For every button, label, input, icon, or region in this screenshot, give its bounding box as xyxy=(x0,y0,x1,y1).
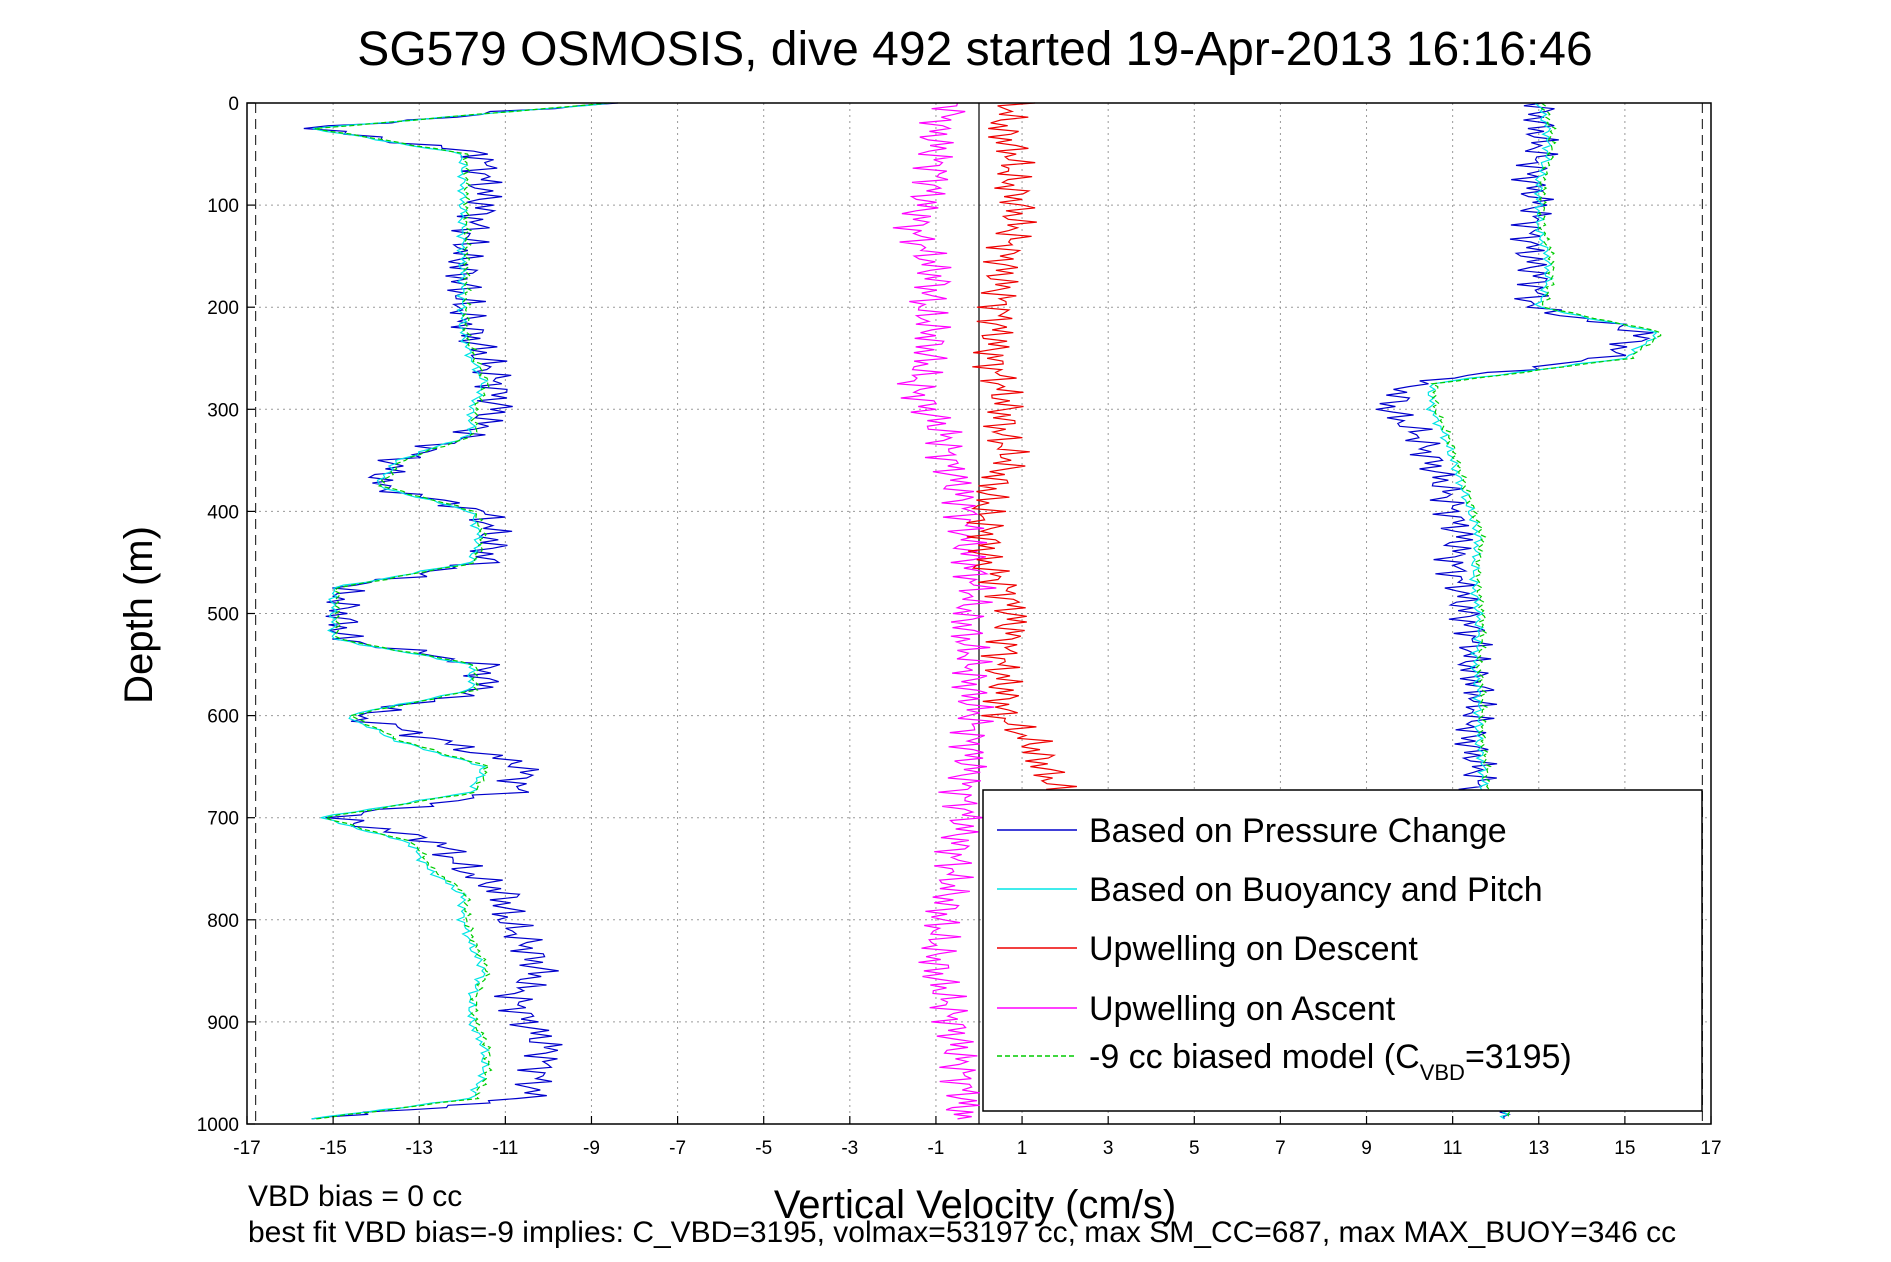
x-tick-label: 11 xyxy=(1443,1138,1463,1159)
legend-label: Based on Pressure Change xyxy=(1089,812,1507,850)
x-tick-label: -5 xyxy=(755,1138,772,1159)
y-tick-label: 600 xyxy=(207,707,239,728)
legend-label: Based on Buoyancy and Pitch xyxy=(1089,871,1543,909)
y-tick-label: 400 xyxy=(207,502,239,523)
x-tick-label: 5 xyxy=(1189,1138,1200,1159)
series-line-biased-descent xyxy=(314,102,610,1120)
x-tick-label: -13 xyxy=(406,1138,433,1159)
legend: Based on Pressure Change Based on Buoyanc… xyxy=(982,789,1703,1112)
chart-title: SG579 OSMOSIS, dive 492 started 19-Apr-2… xyxy=(357,23,1592,76)
y-axis-ticks: 0 100 200 300 400 500 600 700 800 900 1000 xyxy=(197,94,255,1136)
series-line-upwell-descent xyxy=(966,102,1077,793)
x-tick-label: -1 xyxy=(927,1138,944,1159)
series-line-pressure-descent xyxy=(303,102,619,1120)
y-tick-label: 500 xyxy=(207,605,239,626)
y-axis-label: Depth (m) xyxy=(117,526,161,704)
legend-box xyxy=(982,789,1703,1112)
x-tick-label: -3 xyxy=(841,1138,858,1159)
x-tick-label: 1 xyxy=(1017,1138,1028,1159)
x-axis-label: Vertical Velocity (cm/s) xyxy=(774,1183,1176,1227)
y-tick-label: 1000 xyxy=(197,1115,239,1136)
x-tick-label: 13 xyxy=(1528,1138,1549,1159)
x-tick-label: -15 xyxy=(319,1138,346,1159)
y-tick-label: 0 xyxy=(228,94,239,115)
x-tick-label: 3 xyxy=(1103,1138,1114,1159)
y-tick-label: 700 xyxy=(207,809,239,830)
x-tick-label: -9 xyxy=(583,1138,600,1159)
x-tick-label: -11 xyxy=(492,1138,518,1159)
legend-label: Upwelling on Ascent xyxy=(1089,990,1396,1028)
footer-vbd-bias: VBD bias = 0 cc xyxy=(248,1180,462,1213)
x-axis-ticks: -17 -15 -13 -11 -9 -7 -5 -3 -1 1 3 5 7 9 11 13 15 17 xyxy=(233,1116,1722,1159)
legend-label-prefix: -9 cc biased model (C xyxy=(1089,1038,1420,1076)
x-tick-label: 15 xyxy=(1614,1138,1635,1159)
x-tick-label: -17 xyxy=(233,1138,260,1159)
series-line-biased-ascent xyxy=(1430,102,1662,1119)
x-tick-label: 7 xyxy=(1275,1138,1286,1159)
y-tick-label: 100 xyxy=(207,196,239,217)
legend-label: -9 cc biased model (CVBD=3195) xyxy=(1089,1038,1572,1085)
y-tick-label: 200 xyxy=(207,298,239,319)
legend-label-subscript: VBD xyxy=(1420,1060,1465,1085)
legend-label: Upwelling on Descent xyxy=(1089,930,1418,968)
x-tick-label: 9 xyxy=(1361,1138,1372,1159)
legend-label-suffix: =3195) xyxy=(1465,1038,1572,1076)
y-tick-label: 800 xyxy=(207,911,239,932)
y-tick-label: 900 xyxy=(207,1013,239,1034)
footer-best-fit: best fit VBD bias=-9 implies: C_VBD=3195… xyxy=(248,1216,1676,1249)
series-line-upwell-ascent xyxy=(892,102,997,1120)
x-tick-label: 17 xyxy=(1700,1138,1721,1159)
y-tick-label: 300 xyxy=(207,400,239,421)
x-tick-label: -7 xyxy=(669,1138,686,1159)
